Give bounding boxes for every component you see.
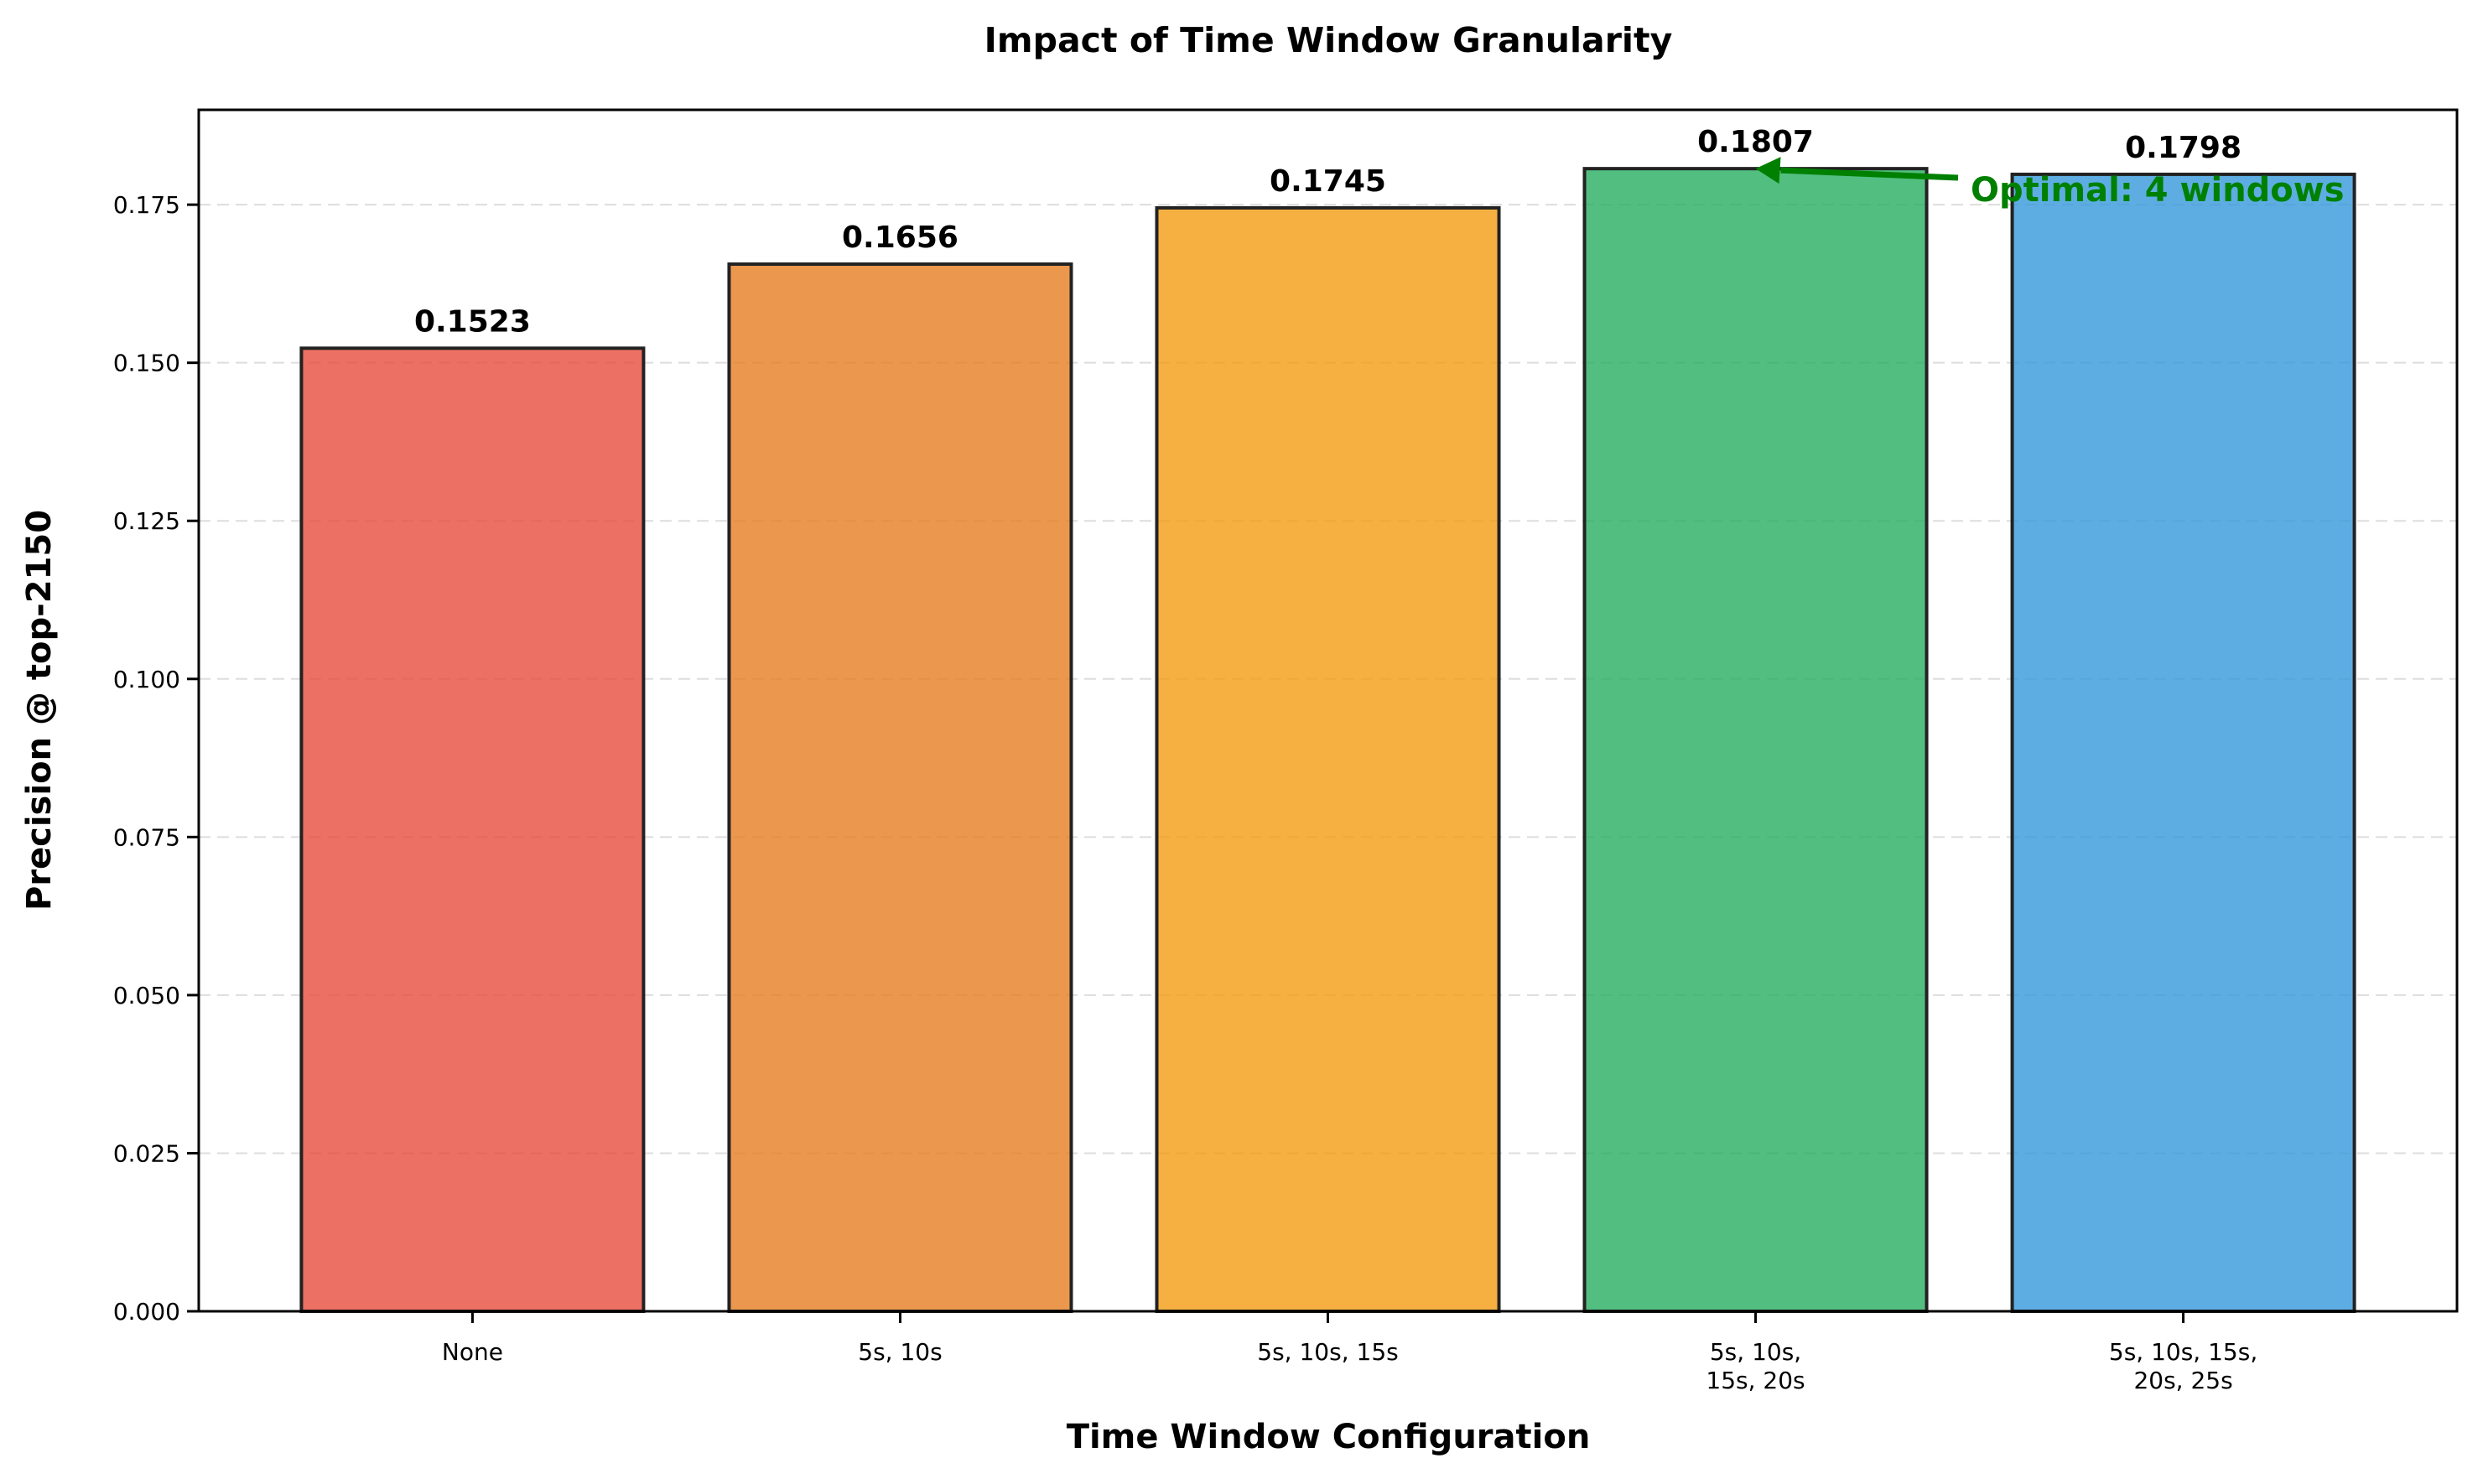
bar — [1582, 167, 1929, 1313]
x-tick-label: None — [442, 1338, 503, 1366]
data-label: 0.1745 — [1270, 164, 1386, 199]
y-axis-label: Precision @ top-2150 — [20, 510, 59, 911]
x-tick-label: 5s, 10s, 15s, 20s, 25s — [2109, 1338, 2257, 1394]
annotation-text: Optimal: 4 windows — [1971, 171, 2345, 210]
bar — [727, 262, 1073, 1314]
bar — [299, 346, 646, 1313]
data-label: 0.1798 — [2125, 131, 2241, 165]
y-tick-label: 0.075 — [113, 823, 180, 851]
data-label: 0.1656 — [842, 221, 958, 255]
bar — [2010, 172, 2356, 1314]
annotation-arrow — [1780, 167, 1959, 181]
y-tick-label: 0.025 — [113, 1139, 180, 1167]
y-tick-label: 0.050 — [113, 982, 180, 1009]
arrow-head-icon — [1755, 157, 1781, 184]
x-tick-label: 5s, 10s, 15s — [1257, 1338, 1398, 1366]
bar — [1155, 205, 1501, 1314]
data-label: 0.1807 — [1697, 125, 1814, 159]
y-tick-label: 0.150 — [113, 350, 180, 377]
y-tick-label: 0.175 — [113, 191, 180, 219]
x-axis-label: Time Window Configuration — [1067, 1418, 1591, 1456]
y-tick-label: 0.100 — [113, 666, 180, 693]
y-tick-label: 0.000 — [113, 1298, 180, 1326]
x-tick-label: 5s, 10s, 15s, 20s — [1706, 1338, 1805, 1394]
y-tick-label: 0.125 — [113, 507, 180, 535]
data-label: 0.1523 — [414, 304, 531, 339]
chart-title: Impact of Time Window Granularity — [984, 20, 1673, 60]
x-tick-label: 5s, 10s — [858, 1338, 942, 1366]
